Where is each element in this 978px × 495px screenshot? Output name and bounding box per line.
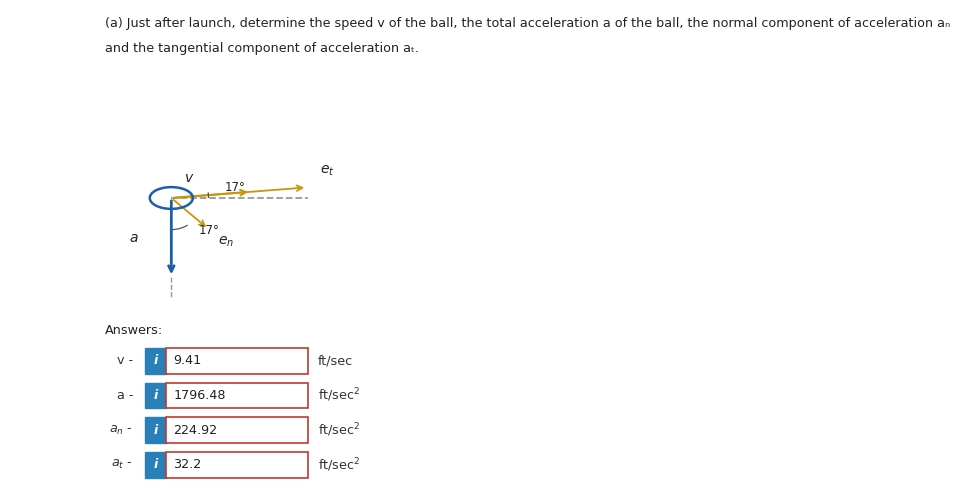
Text: ft/sec$^2$: ft/sec$^2$ <box>318 387 360 404</box>
Text: and the tangential component of acceleration aₜ.: and the tangential component of accelera… <box>105 42 419 55</box>
Text: $e_n$: $e_n$ <box>218 234 234 248</box>
Text: Answers:: Answers: <box>105 324 162 337</box>
FancyBboxPatch shape <box>166 383 308 408</box>
Text: ft/sec$^2$: ft/sec$^2$ <box>318 421 360 439</box>
Text: (a) Just after launch, determine the speed v of the ball, the total acceleration: (a) Just after launch, determine the spe… <box>105 17 949 30</box>
Text: $e_t$: $e_t$ <box>320 164 334 179</box>
Text: ft/sec$^2$: ft/sec$^2$ <box>318 456 360 474</box>
Text: i: i <box>154 424 157 437</box>
FancyBboxPatch shape <box>145 383 166 408</box>
FancyBboxPatch shape <box>166 452 308 478</box>
FancyBboxPatch shape <box>166 348 308 374</box>
Text: 9.41: 9.41 <box>173 354 201 367</box>
Text: 17°: 17° <box>225 181 245 194</box>
FancyBboxPatch shape <box>166 417 308 443</box>
FancyBboxPatch shape <box>145 348 166 374</box>
Text: 224.92: 224.92 <box>173 424 217 437</box>
Text: 32.2: 32.2 <box>173 458 201 471</box>
FancyBboxPatch shape <box>145 452 166 478</box>
Text: ft/sec: ft/sec <box>318 354 353 367</box>
Text: i: i <box>154 389 157 402</box>
Text: 17°: 17° <box>199 224 219 237</box>
Text: $v$: $v$ <box>184 171 195 185</box>
Text: $a_{t}$ -: $a_{t}$ - <box>111 458 133 471</box>
FancyBboxPatch shape <box>145 417 166 443</box>
Text: i: i <box>154 458 157 471</box>
Text: 1796.48: 1796.48 <box>173 389 226 402</box>
Text: $a_{n}$ -: $a_{n}$ - <box>110 424 133 437</box>
Text: a -: a - <box>116 389 133 402</box>
Text: v -: v - <box>117 354 133 367</box>
Text: i: i <box>154 354 157 367</box>
Text: $a$: $a$ <box>129 231 139 245</box>
